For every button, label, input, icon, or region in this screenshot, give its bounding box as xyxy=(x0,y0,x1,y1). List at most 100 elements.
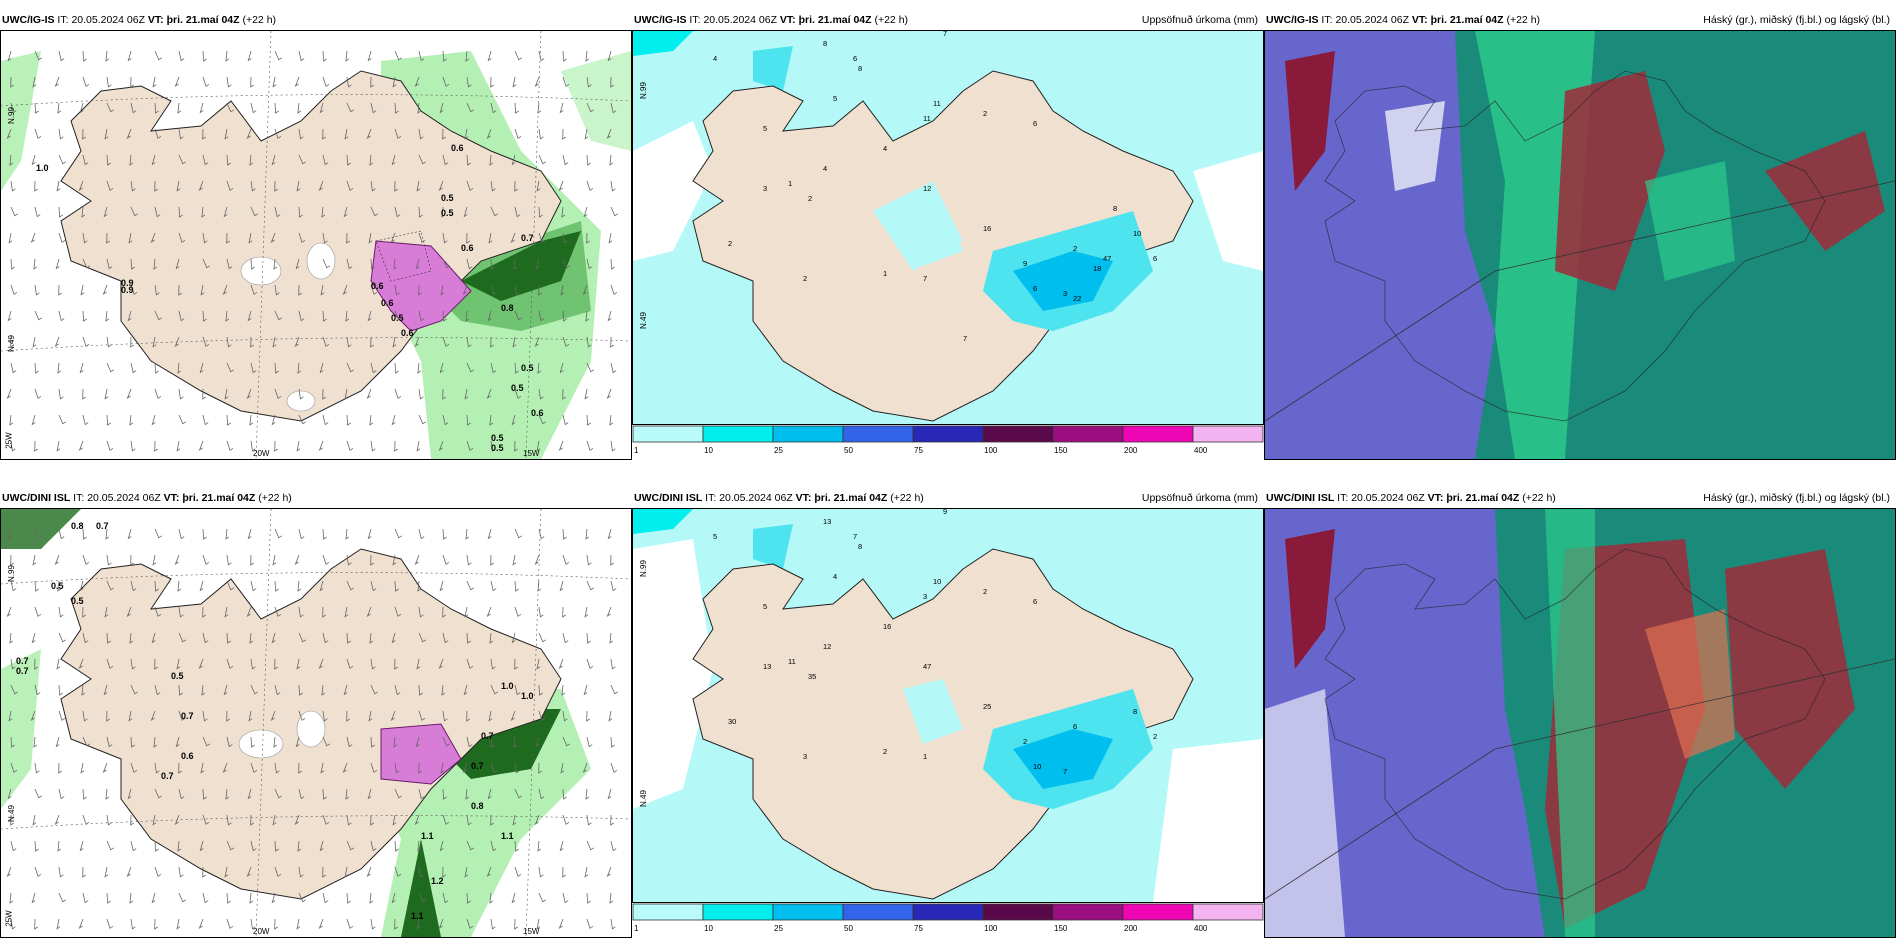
panel-header: UWC/IG-IS IT: 20.05.2024 06Z VT: þri. 21… xyxy=(1266,14,1890,26)
wind-barb xyxy=(294,76,300,88)
wind-barb xyxy=(344,866,349,878)
wind-barb xyxy=(370,258,375,270)
wind-barb xyxy=(343,684,348,696)
wind-barb xyxy=(177,362,182,374)
wind-barb xyxy=(106,710,110,722)
wind-barb xyxy=(514,284,520,296)
wind-barb xyxy=(297,580,302,592)
wind-barb xyxy=(298,762,302,774)
wind-barb xyxy=(586,736,593,748)
wind-barb xyxy=(246,388,252,400)
wind-barb xyxy=(466,632,471,644)
wind-barb xyxy=(511,154,516,166)
wind-barb xyxy=(514,788,523,799)
wind-barb xyxy=(130,102,137,114)
legend-label: 100 xyxy=(984,924,998,933)
wind-barb xyxy=(178,684,183,696)
wind-barb xyxy=(367,788,372,800)
panel-header: UWC/DINI ISL IT: 20.05.2024 06Z VT: þri.… xyxy=(2,492,292,504)
wind-barb xyxy=(174,76,180,88)
wind-barb xyxy=(105,788,110,800)
wind-barb xyxy=(392,554,397,566)
map-precip[interactable]: 13 9 7 8 5 4 10 3 2 6 5 16 13 12 11 35 30 47 25 2 7 6 2 3 1 10 8 2 … xyxy=(632,508,1264,903)
map-precip[interactable]: 8 7 6 8 4 5 11 11 2 6 5 4 3 4 1 2 2 12 16 9 3 2 1 2 7 6 10 6 8 7 47 22 1… xyxy=(632,30,1264,425)
wind-barb xyxy=(57,580,62,592)
value-label: 5 xyxy=(763,602,767,611)
value-label: 12 xyxy=(923,184,931,193)
wind-barb xyxy=(154,866,162,877)
wind-barb xyxy=(104,388,109,400)
wind-barb xyxy=(414,76,420,88)
wind-barb xyxy=(414,814,420,826)
wind-barb xyxy=(178,528,185,540)
wind-barb xyxy=(104,866,109,878)
wind-barb xyxy=(514,840,519,852)
wind-barb xyxy=(10,658,16,670)
value-label: 0.5 xyxy=(441,208,454,218)
wind-barb xyxy=(392,814,397,826)
wind-barb xyxy=(130,684,139,695)
wind-barb xyxy=(610,736,615,748)
wind-barb xyxy=(607,528,612,540)
wind-barb xyxy=(370,658,376,670)
wind-barb xyxy=(199,102,204,114)
wind-barb xyxy=(318,440,324,452)
wind-barb xyxy=(346,840,355,851)
wind-barb xyxy=(463,206,468,218)
legend-label: 50 xyxy=(844,924,853,933)
wind-barb xyxy=(609,414,614,426)
wind-barb xyxy=(391,414,396,426)
wind-barb xyxy=(538,154,547,165)
wind-barb xyxy=(490,684,499,695)
wind-barb xyxy=(606,128,612,140)
wind-barb xyxy=(224,866,229,878)
wind-barb xyxy=(7,50,12,62)
lead-time: (+22 h) xyxy=(242,14,277,26)
lon-tick: 25W xyxy=(4,910,14,927)
value-label: 0.5 xyxy=(441,193,454,203)
wind-barb xyxy=(609,154,614,166)
value-label: 0.5 xyxy=(511,383,524,393)
map-clouds[interactable] xyxy=(1264,508,1896,938)
wind-barb xyxy=(514,606,522,617)
lat-tick: N.99 xyxy=(6,107,16,124)
wind-barb xyxy=(202,310,207,322)
wind-barb xyxy=(490,284,498,295)
wind-barb xyxy=(250,762,258,773)
wind-barb xyxy=(272,336,277,348)
value-label: 3 xyxy=(763,184,767,193)
wind-barb xyxy=(250,336,254,348)
value-label: 30 xyxy=(728,717,736,726)
wind-barb xyxy=(346,580,355,591)
map-wind[interactable]: 0.6 0.5 0.6 0.5 0.7 0.8 0.5 0.5 0.6 0.5 0.5 1.0 0.9 0… xyxy=(0,30,632,460)
wind-barb xyxy=(535,736,540,748)
wind-barb xyxy=(130,440,136,452)
panel-subtitle: Uppsöfnuð úrkoma (mm) xyxy=(1141,492,1258,504)
value-label: 0.5 xyxy=(491,443,504,453)
wind-barb xyxy=(104,606,109,618)
legend-swatch xyxy=(842,425,914,443)
init-time: 20.05.2024 06Z xyxy=(703,14,777,26)
wind-barb xyxy=(418,232,426,243)
wind-barb xyxy=(537,102,542,114)
wind-barb xyxy=(562,528,567,540)
wind-barb xyxy=(154,918,158,930)
wind-barb xyxy=(394,440,398,452)
wind-barb xyxy=(586,336,592,348)
wind-barb xyxy=(465,310,470,322)
map-clouds[interactable] xyxy=(1264,30,1896,460)
wind-barb xyxy=(366,388,372,400)
wind-barb xyxy=(130,658,136,670)
lat-tick: N.99 xyxy=(638,560,648,577)
wind-barb xyxy=(199,362,204,374)
wind-barb xyxy=(127,788,132,800)
wind-barb xyxy=(153,736,158,748)
legend-label: 75 xyxy=(914,924,923,933)
wind-barb xyxy=(34,658,38,670)
wind-barb xyxy=(273,736,278,748)
value-label: 0.6 xyxy=(381,298,394,308)
value-label: 2 xyxy=(983,109,987,118)
wind-barb xyxy=(247,310,252,322)
value-label: 0.6 xyxy=(451,143,464,153)
map-wind[interactable]: 0.8 0.7 0.5 0.5 0.7 0.7 0.5 0.7 0.6 0.7 1.0 1.0 0.7 0… xyxy=(0,508,632,938)
